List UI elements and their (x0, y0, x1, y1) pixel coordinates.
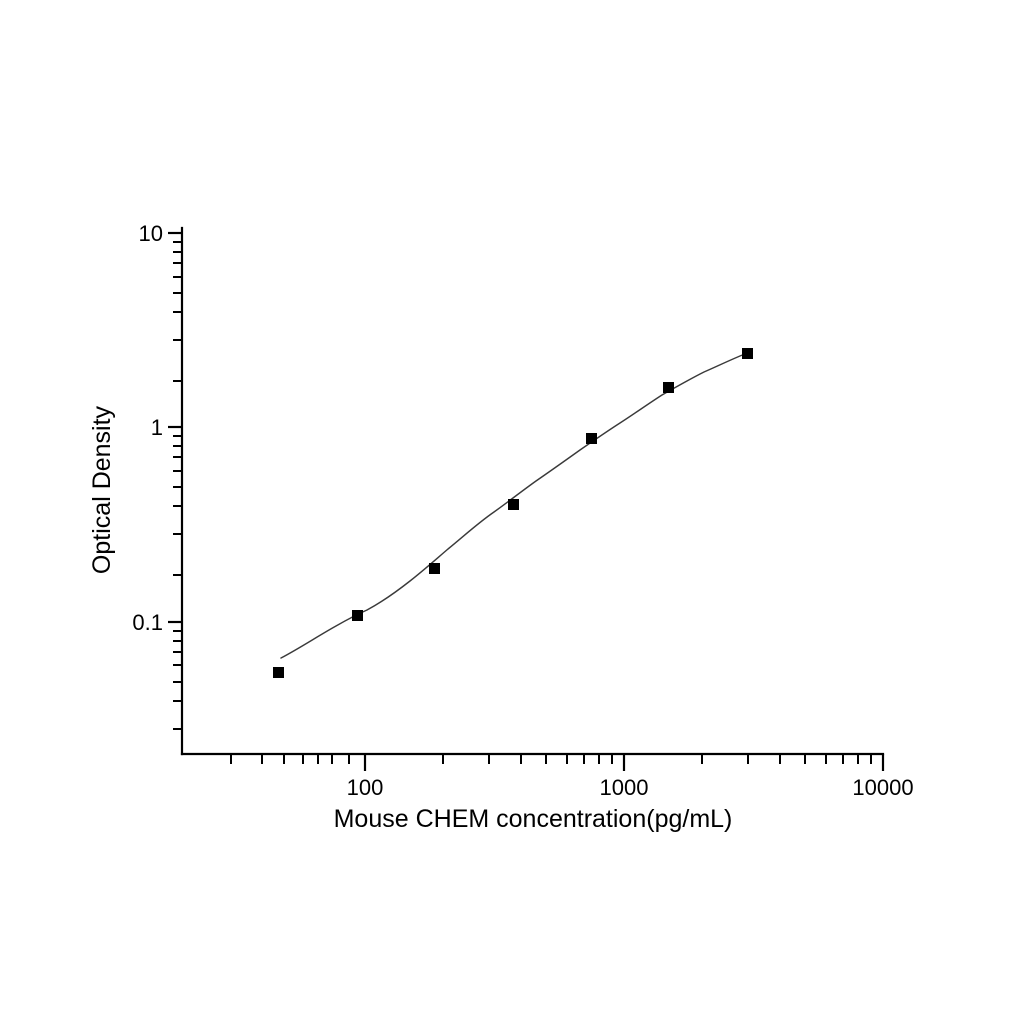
x-tick-label-10000: 10000 (852, 775, 913, 800)
x-tick-label-1000: 1000 (600, 775, 649, 800)
data-point-6 (663, 382, 674, 393)
y-axis-tick-labels: 10 1 0.1 (132, 221, 163, 635)
data-point-2 (352, 610, 363, 621)
data-point-1 (273, 667, 284, 678)
y-tick-label-0-1: 0.1 (132, 610, 163, 635)
y-axis-title: Optical Density (88, 405, 116, 574)
y-tick-label-1: 1 (151, 415, 163, 440)
data-point-4 (508, 499, 519, 510)
x-tick-label-100: 100 (347, 775, 384, 800)
y-tick-label-10: 10 (139, 221, 163, 246)
data-point-markers (273, 348, 753, 678)
x-axis-tick-labels: 100 1000 10000 (347, 775, 914, 800)
x-axis-ticks (230, 754, 885, 771)
y-axis-ticks (168, 231, 182, 730)
data-point-5 (586, 433, 597, 444)
axis-lines (180, 226, 885, 756)
data-point-3 (429, 563, 440, 574)
data-point-7 (742, 348, 753, 359)
x-axis-title: Mouse CHEM concentration(pg/mL) (334, 805, 733, 833)
